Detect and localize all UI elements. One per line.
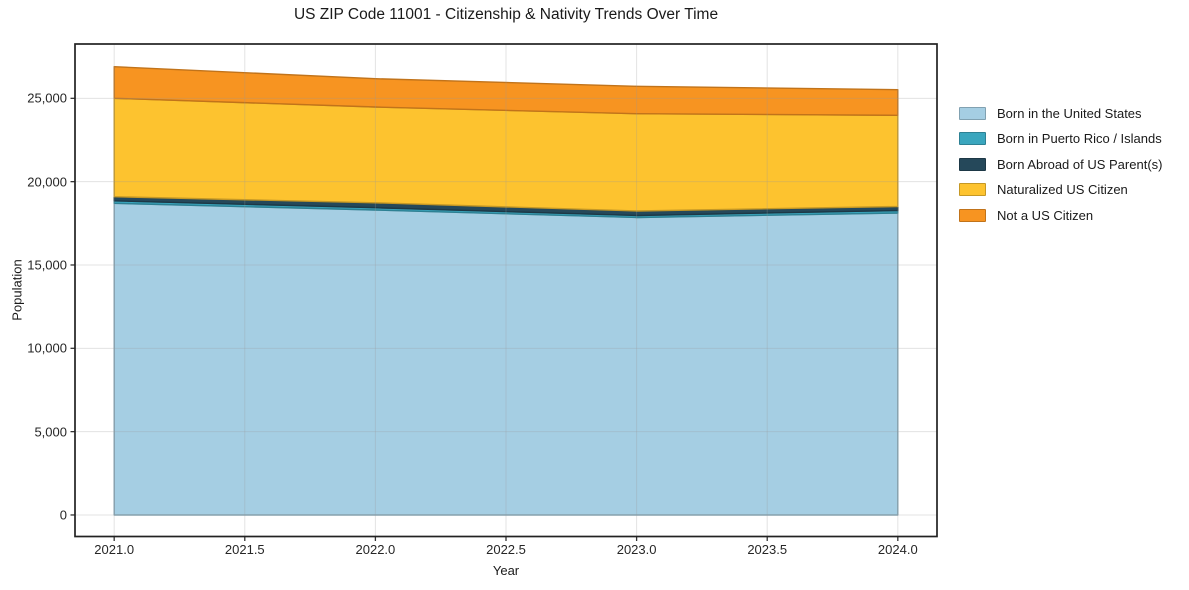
legend-label: Born in the United States: [997, 105, 1142, 121]
x-tick-label: 2022.0: [355, 542, 396, 557]
legend-item: Born Abroad of US Parent(s): [959, 156, 1163, 172]
x-tick-label: 2021.5: [224, 542, 265, 557]
legend-swatch-icon: [959, 132, 986, 146]
legend-swatch-icon: [959, 157, 986, 171]
x-axis-label: Year: [492, 563, 520, 578]
legend-label: Naturalized US Citizen: [997, 182, 1128, 198]
y-tick-label: 20,000: [27, 174, 67, 190]
y-tick-label: 0: [59, 507, 67, 523]
axes-spines: [74, 43, 938, 538]
y-tick-label: 25,000: [27, 90, 67, 106]
legend-label: Born Abroad of US Parent(s): [997, 156, 1163, 172]
y-tick-label: 5,000: [34, 424, 67, 440]
area-series: [113, 66, 899, 116]
x-tick-label: 2024.0: [877, 542, 918, 557]
y-tick-label: 15,000: [27, 257, 67, 273]
legend-label: Not a US Citizen: [997, 207, 1094, 223]
legend-item: Not a US Citizen: [959, 207, 1162, 223]
y-tick-label: 10,000: [27, 340, 67, 356]
x-tick-label: 2023.0: [616, 542, 657, 557]
legend: Born in the United States Born in Puerto …: [959, 105, 1163, 235]
x-tick-label: 2023.5: [747, 542, 788, 557]
legend-item: Born in Puerto Rico / Islands: [959, 131, 1162, 147]
legend-swatch-icon: [959, 183, 986, 197]
chart-title: US ZIP Code 11001 - Citizenship & Nativi…: [293, 6, 719, 23]
legend-swatch-icon: [959, 106, 986, 120]
legend-item: Naturalized US Citizen: [959, 182, 1162, 198]
x-tick-label: 2021.0: [94, 542, 135, 557]
x-tick-label: 2022.5: [486, 542, 526, 557]
legend-item: Born in the United States: [959, 105, 1162, 121]
legend-label: Born in Puerto Rico / Islands: [997, 131, 1162, 147]
legend-swatch-icon: [959, 208, 986, 222]
